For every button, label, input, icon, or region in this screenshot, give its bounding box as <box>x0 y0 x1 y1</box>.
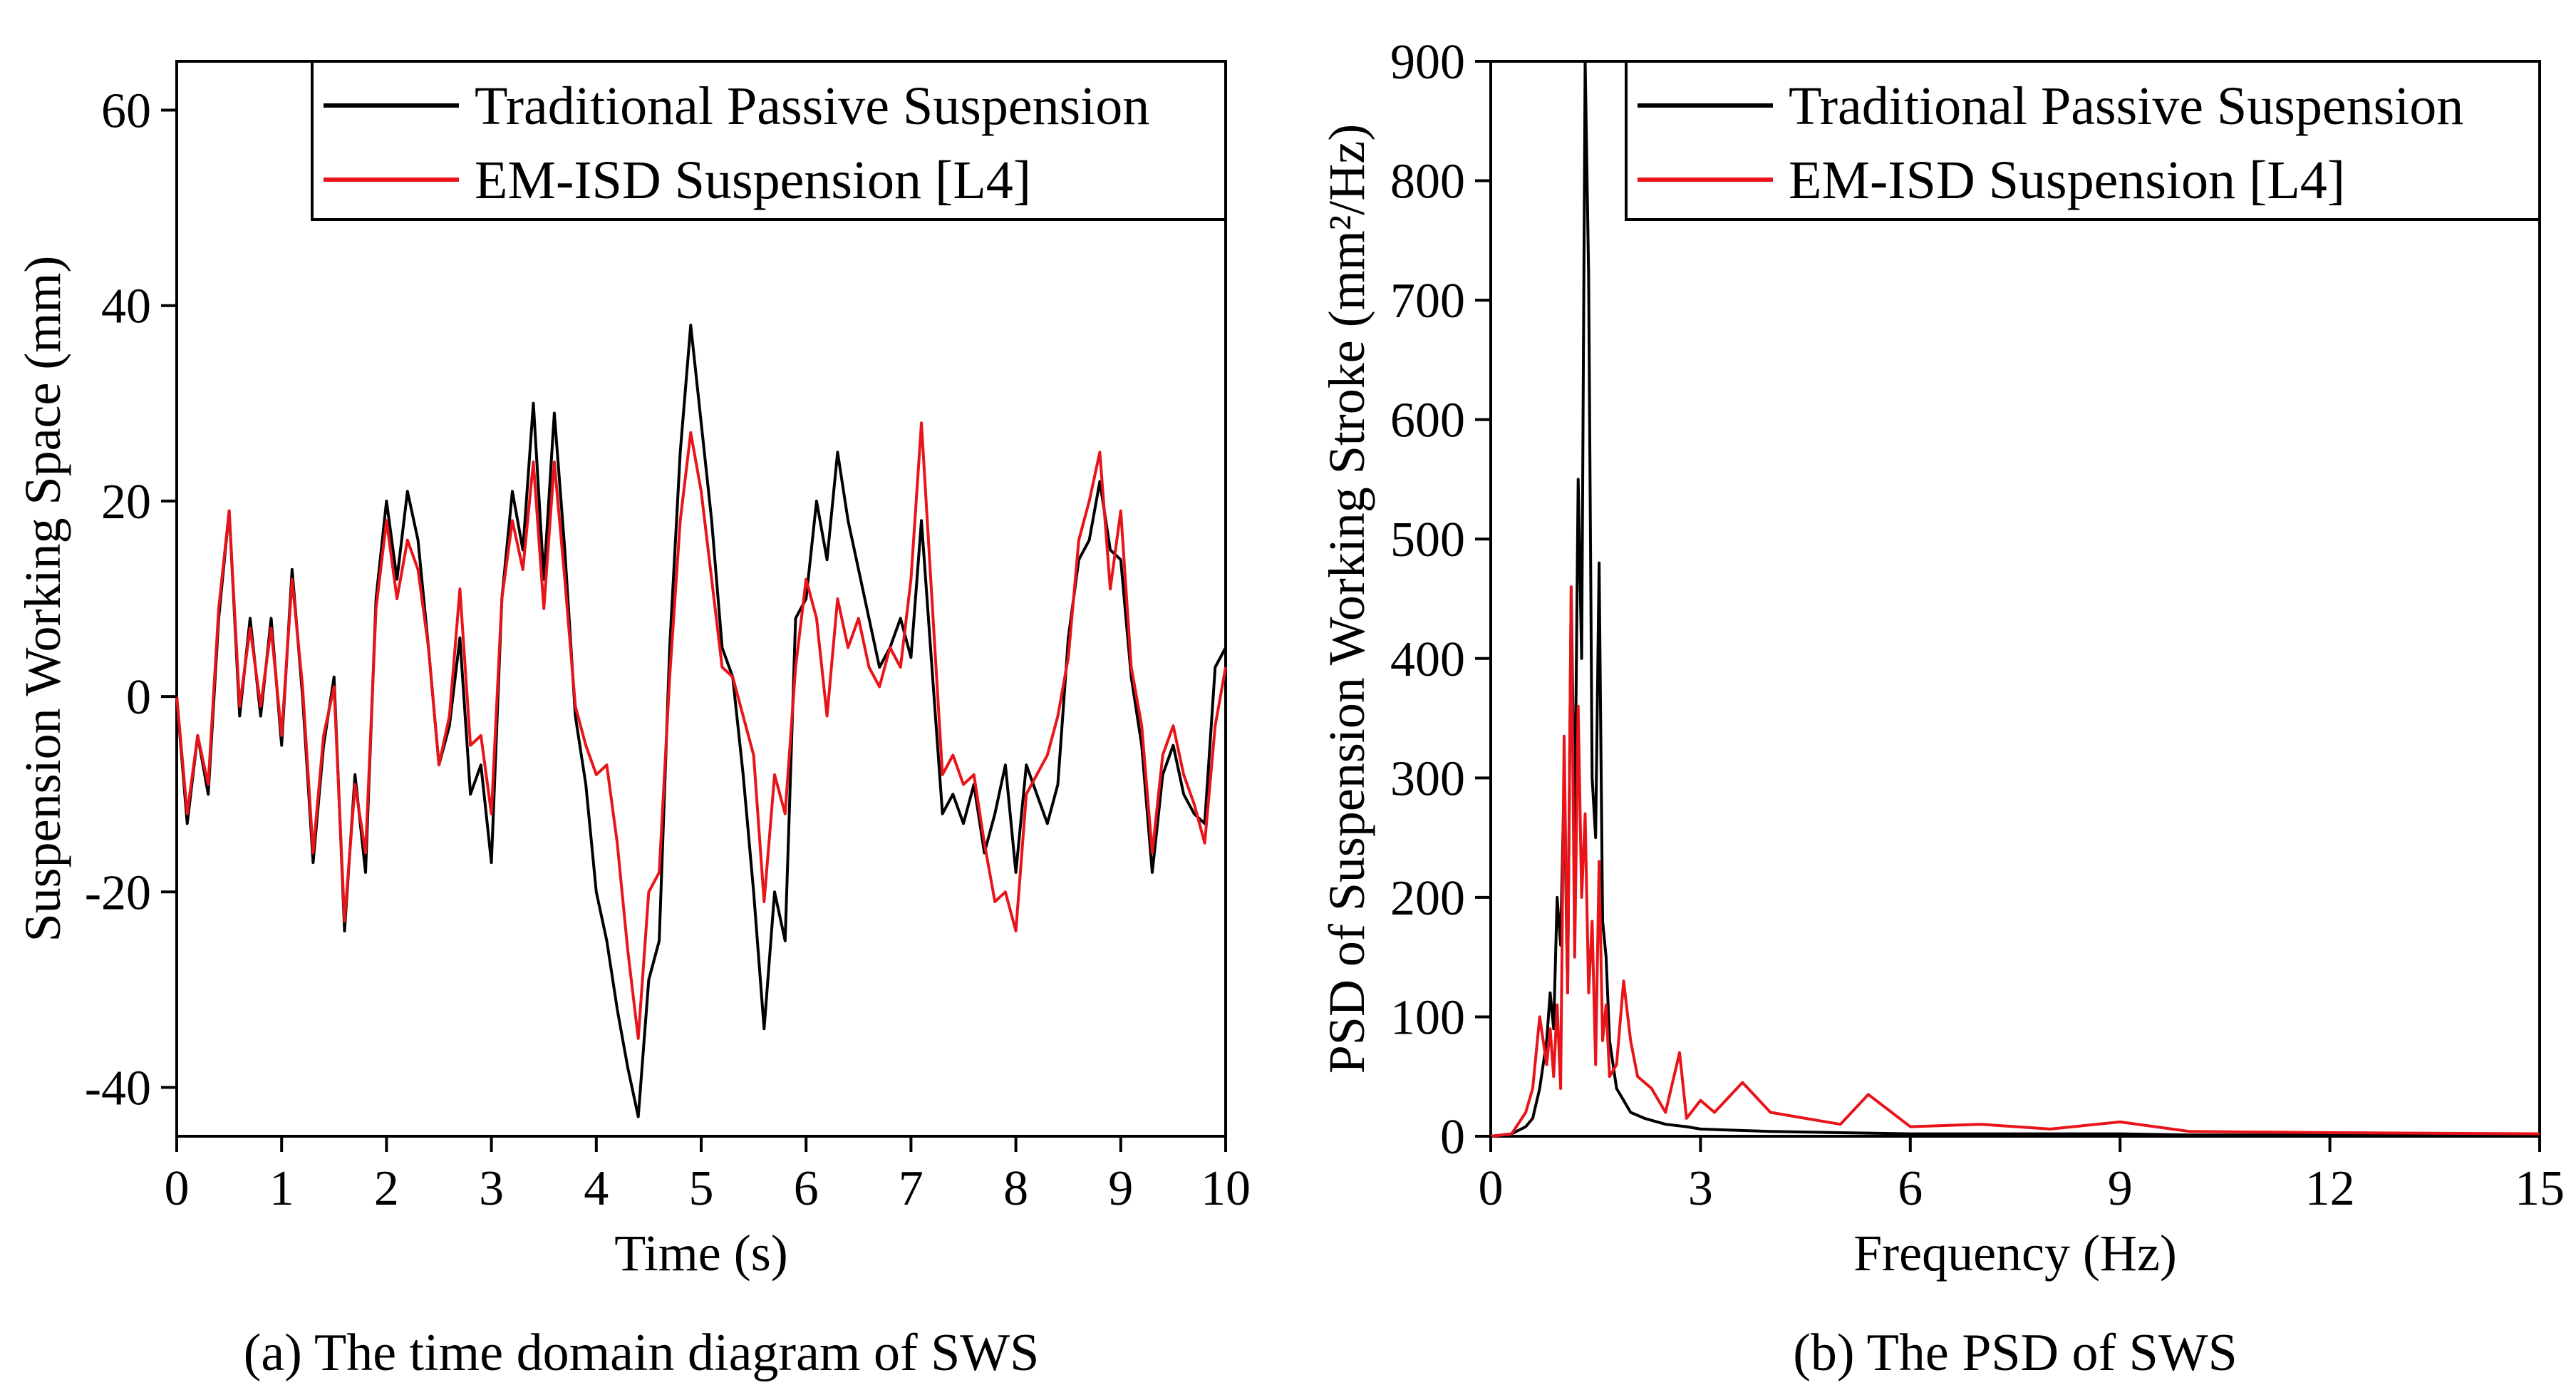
legend-label-b-1: EM-ISD Suspension [L4] <box>1789 150 2345 210</box>
x-tick-label-a-5: 5 <box>689 1161 714 1216</box>
y-tick-label-b-4: 400 <box>1390 632 1465 687</box>
series-group-a <box>175 324 1227 1118</box>
x-tick-label-b-5: 15 <box>2515 1161 2565 1216</box>
y-tick-label-b-9: 900 <box>1390 35 1465 90</box>
series-group-b <box>1490 60 2540 1138</box>
x-tick-label-a-2: 2 <box>374 1161 399 1216</box>
x-tick-label-a-8: 8 <box>1003 1161 1028 1216</box>
x-tick-label-a-6: 6 <box>794 1161 819 1216</box>
y-axis-label-a: Suspension Working Space (mm) <box>14 256 71 942</box>
series-line-a-0 <box>175 324 1227 1118</box>
y-tick-label-a-3: 20 <box>101 475 151 530</box>
x-tick-label-a-9: 9 <box>1108 1161 1133 1216</box>
y-tick-label-b-3: 300 <box>1390 751 1465 806</box>
x-tick-label-a-10: 10 <box>1201 1161 1251 1216</box>
y-tick-label-b-2: 200 <box>1390 871 1465 926</box>
x-tick-label-a-7: 7 <box>899 1161 924 1216</box>
x-tick-label-a-1: 1 <box>269 1161 294 1216</box>
y-axis-label-b: PSD of Suspension Working Stroke (mm²/Hz… <box>1318 124 1375 1074</box>
legend-box-a <box>311 60 1227 221</box>
x-tick-label-b-0: 0 <box>1479 1161 1504 1216</box>
x-tick-label-b-2: 6 <box>1898 1161 1923 1216</box>
legend-a: Traditional Passive Suspension EM-ISD Su… <box>311 60 1227 221</box>
series-line-a-1 <box>175 421 1227 1040</box>
x-tick-label-a-0: 0 <box>165 1161 190 1216</box>
y-ticks-a: -40 -20 0 20 40 60 <box>85 84 177 1116</box>
x-tick-label-b-4: 12 <box>2305 1161 2355 1216</box>
x-tick-label-b-1: 3 <box>1688 1161 1713 1216</box>
x-tick-label-b-3: 9 <box>2108 1161 2133 1216</box>
plot-frame-b <box>1489 60 2541 1138</box>
y-tick-label-b-6: 600 <box>1390 393 1465 448</box>
caption-b: (b) The PSD of SWS <box>1793 1324 2238 1382</box>
y-tick-label-b-5: 500 <box>1390 513 1465 567</box>
y-tick-label-a-5: 60 <box>101 84 151 139</box>
legend-label-b-0: Traditional Passive Suspension <box>1789 76 2463 136</box>
x-axis-label-b: Frequency (Hz) <box>1853 1225 2177 1282</box>
plot-frame-a <box>175 60 1227 1138</box>
x-ticks-b: 0 3 6 9 12 15 <box>1479 1136 2565 1216</box>
y-tick-label-a-2: 0 <box>126 670 151 725</box>
y-tick-label-b-8: 800 <box>1390 155 1465 210</box>
legend-label-a-1: EM-ISD Suspension [L4] <box>475 150 1031 210</box>
x-ticks-a: 0 1 2 3 4 5 6 7 8 9 10 <box>165 1136 1251 1216</box>
panel-a-time-domain-chart: 0 1 2 3 4 5 6 7 8 9 10 -40 -20 0 20 40 60 Time (s) Susp… <box>14 60 1251 1382</box>
legend-b: Traditional Passive Suspension EM-ISD Su… <box>1625 60 2541 221</box>
caption-a: (a) The time domain diagram of SWS <box>244 1324 1040 1382</box>
y-tick-label-a-4: 40 <box>101 279 151 334</box>
y-tick-label-b-7: 700 <box>1390 274 1465 329</box>
x-tick-label-a-3: 3 <box>479 1161 504 1216</box>
x-tick-label-a-4: 4 <box>584 1161 609 1216</box>
legend-label-a-0: Traditional Passive Suspension <box>475 76 1149 136</box>
y-tick-label-b-0: 0 <box>1440 1110 1465 1165</box>
y-ticks-b: 0 100 200 300 400 500 600 700 800 900 <box>1390 35 1491 1165</box>
legend-box-b <box>1625 60 2541 221</box>
series-line-b-0 <box>1490 60 2540 1138</box>
y-tick-label-a-1: -20 <box>85 865 151 920</box>
panel-b-psd-chart: 0 3 6 9 12 15 0 100 200 300 400 500 600 700 800 900 Fr… <box>1318 35 2565 1382</box>
series-line-b-1 <box>1490 585 2540 1138</box>
y-tick-label-a-0: -40 <box>85 1061 151 1116</box>
y-tick-label-b-1: 100 <box>1390 990 1465 1045</box>
x-axis-label-a: Time (s) <box>614 1225 787 1282</box>
